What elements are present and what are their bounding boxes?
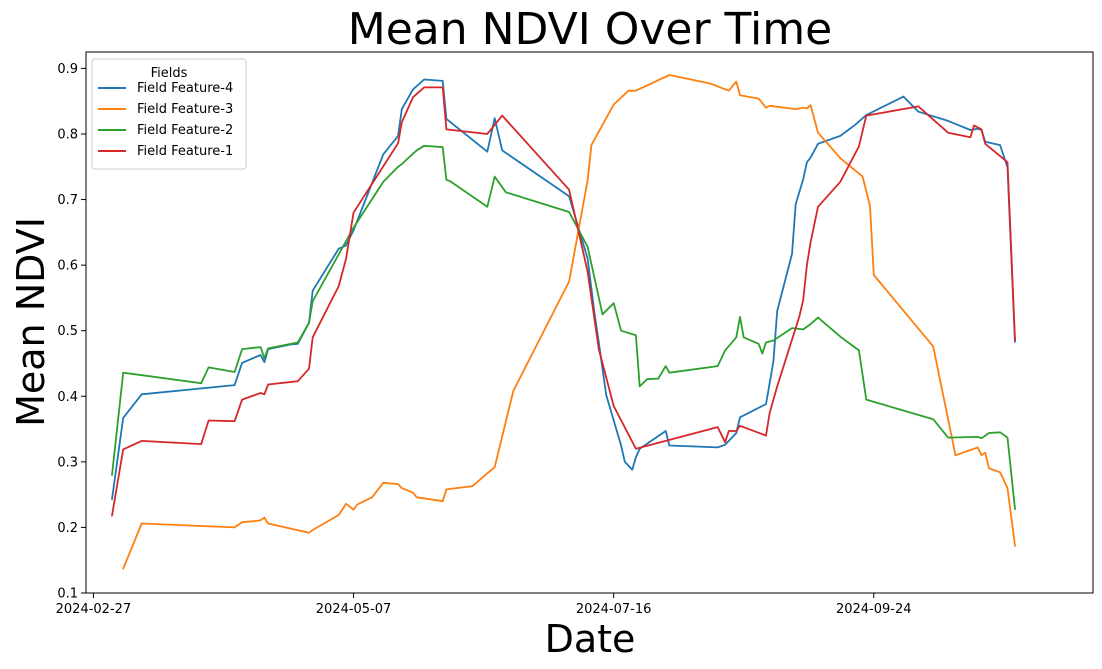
plot-frame: [85, 51, 1094, 594]
legend-label: Field Feature-3: [137, 102, 233, 117]
y-tick-label: 0.2: [57, 521, 78, 536]
x-axis-label: Date: [545, 617, 636, 661]
y-axis: 0.1 0.2 0.3 0.4 0.5 0.6 0.7 0.8 0.9: [57, 62, 86, 602]
x-tick-label: 2024-05-07: [316, 602, 392, 617]
legend-item: Field Feature-1: [98, 144, 233, 159]
x-tick-label: 2024-02-27: [56, 602, 132, 617]
legend-box: [91, 58, 247, 170]
x-tick-label: 2024-07-16: [576, 602, 652, 617]
y-tick-label: 0.9: [57, 62, 78, 77]
legend-item: Field Feature-4: [98, 81, 233, 96]
y-tick-label: 0.3: [57, 455, 78, 470]
y-tick-label: 0.5: [57, 324, 78, 339]
y-tick-label: 0.1: [57, 587, 78, 602]
y-tick-label: 0.6: [57, 259, 78, 274]
series-line-2: [122, 74, 1016, 570]
y-tick-label: 0.7: [57, 193, 78, 208]
series-line-4: [111, 86, 1016, 517]
legend: Fields Field Feature-4 Field Feature-3 Fie…: [91, 58, 247, 170]
legend-label: Field Feature-4: [137, 81, 233, 96]
x-tick-label: 2024-09-24: [836, 602, 912, 617]
x-axis: 2024-02-27 2024-05-07 2024-07-16 2024-09-24: [56, 593, 912, 617]
legend-label: Field Feature-2: [137, 123, 233, 138]
plot-area: [111, 74, 1016, 570]
y-tick-label: 0.8: [57, 127, 78, 142]
y-axis-label: Mean NDVI: [9, 217, 53, 427]
chart-title: Mean NDVI Over Time: [348, 4, 832, 55]
legend-label: Field Feature-1: [137, 144, 233, 159]
legend-item: Field Feature-2: [98, 123, 233, 138]
y-tick-label: 0.4: [57, 390, 78, 405]
legend-title: Fields: [151, 66, 188, 81]
series-line-3: [111, 144, 1016, 511]
legend-item: Field Feature-3: [98, 102, 233, 117]
